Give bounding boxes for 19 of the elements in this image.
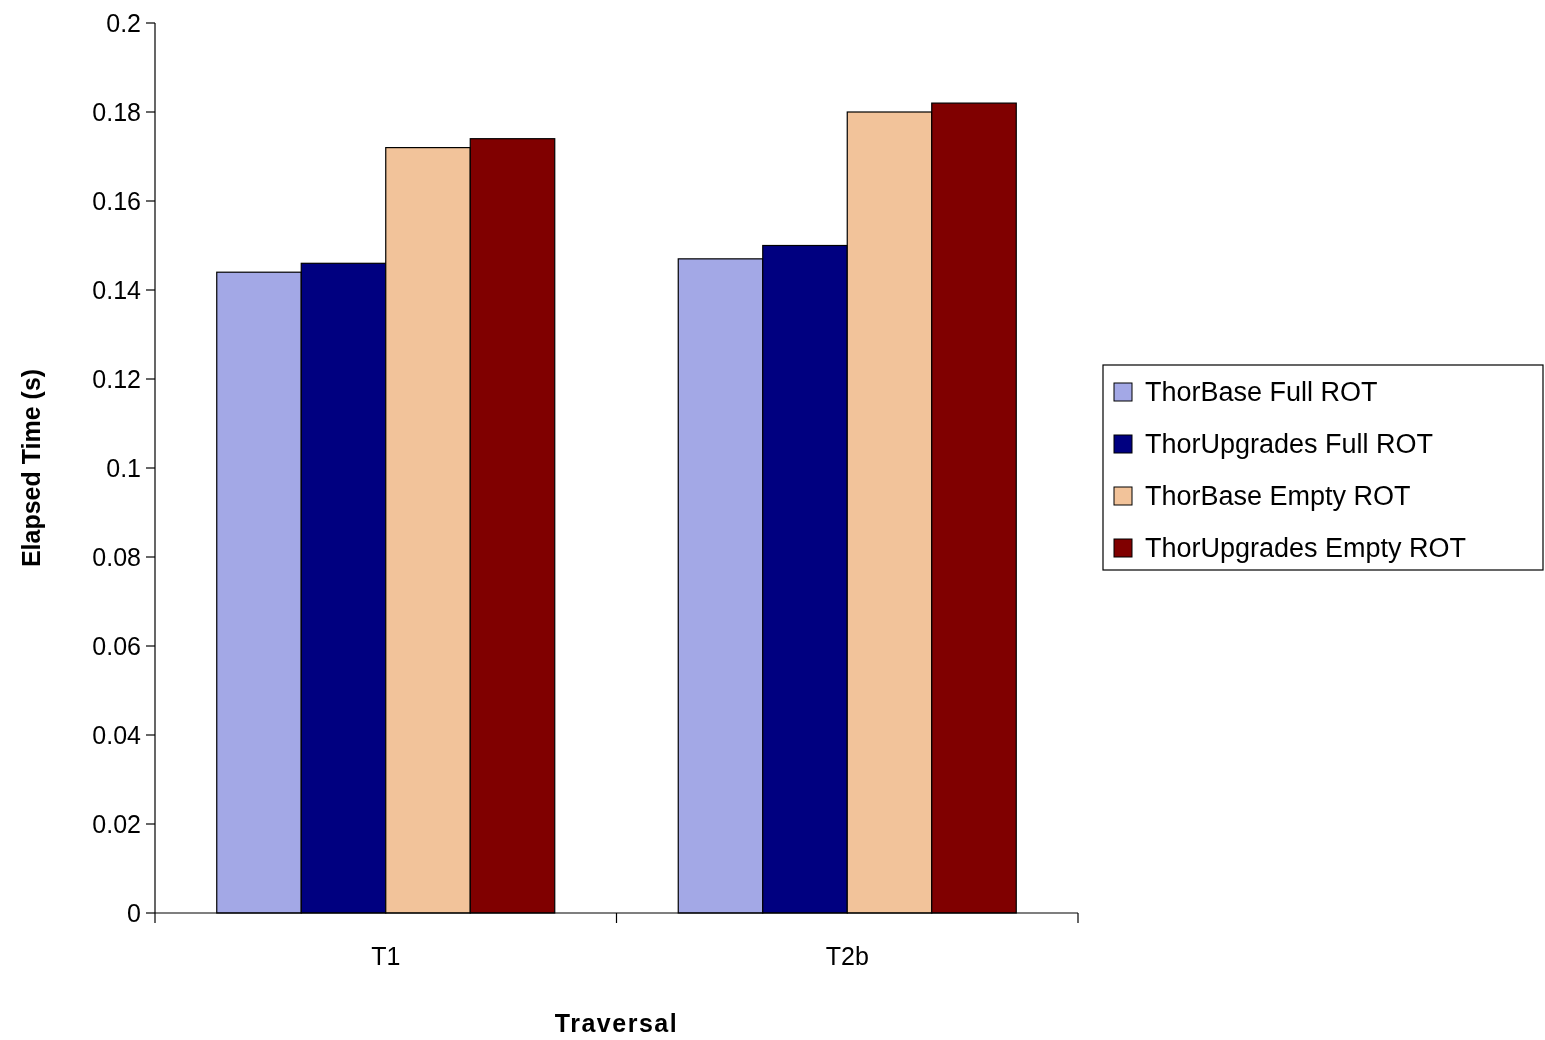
legend-label: ThorUpgrades Full ROT [1145,429,1434,460]
y-axis-title: Elapsed Time (s) [17,368,45,568]
y-tick-label: 0.2 [106,8,141,37]
y-tick-label: 0.1 [106,453,141,482]
y-tick-label: 0.04 [92,720,142,749]
legend-label: ThorUpgrades Empty ROT [1145,533,1467,564]
legend-label: ThorBase Empty ROT [1145,481,1411,512]
y-tick-label: 0 [127,898,141,927]
y-tick-label: 0.18 [92,97,141,126]
y-tick-label: 0.16 [92,186,141,215]
y-tick-label: 0.08 [92,542,141,571]
legend-label: ThorBase Full ROT [1145,377,1378,408]
x-axis-title: Traversal [554,1009,679,1037]
x-tick-label: T2b [825,942,869,970]
y-tick-label: 0.06 [92,631,141,660]
y-tick-label: 0.02 [92,809,141,838]
y-tick-label: 0.12 [92,364,141,393]
x-tick-label: T1 [371,942,401,970]
y-tick-label: 0.14 [92,275,142,304]
